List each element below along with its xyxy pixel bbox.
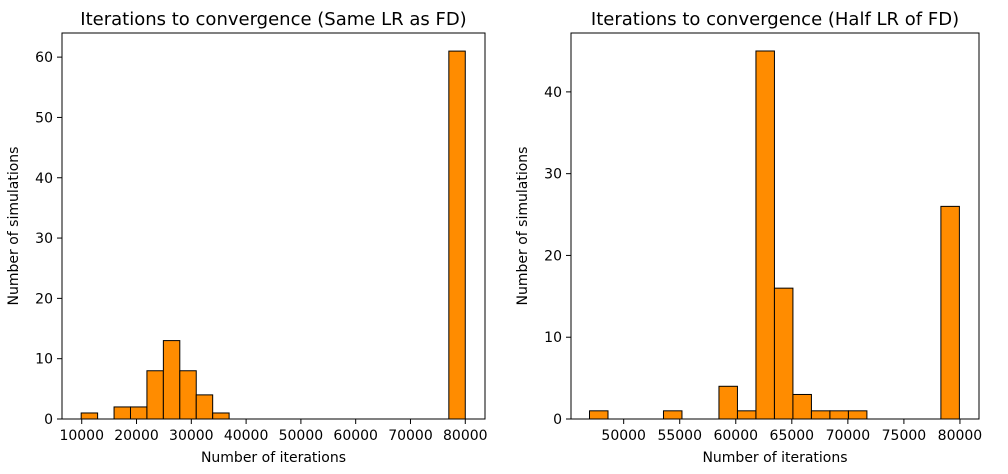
same-lr-bar bbox=[162, 340, 181, 420]
half-lr-x-axis-label: Number of iterations bbox=[702, 450, 847, 466]
half-lr-y-tick-label: 30 bbox=[544, 167, 562, 183]
half-lr-x-tick-label: 80000 bbox=[938, 428, 983, 444]
same-lr-bar bbox=[179, 370, 197, 420]
histogram-half-lr: 50000 55000 60000 65000 70000 75000 80000 0 10 20… bbox=[515, 9, 982, 466]
half-lr-bar bbox=[662, 410, 683, 420]
half-lr-y-tick-label: 20 bbox=[544, 248, 562, 264]
half-lr-bar bbox=[588, 410, 609, 420]
half-lr-bar bbox=[792, 393, 812, 420]
half-lr-y-axis-label: Number of simulations bbox=[515, 147, 531, 306]
half-lr-x-tick-label: 60000 bbox=[713, 428, 758, 444]
half-lr-y-tick-label: 0 bbox=[553, 412, 562, 428]
same-lr-x-tick-label: 60000 bbox=[333, 428, 378, 444]
half-lr-bar bbox=[847, 410, 868, 420]
half-lr-x-tick-label: 70000 bbox=[826, 428, 871, 444]
half-lr-plot-frame bbox=[570, 32, 980, 420]
same-lr-x-tick-label: 50000 bbox=[279, 428, 324, 444]
half-lr-bar bbox=[773, 287, 794, 420]
same-lr-bar bbox=[80, 412, 99, 420]
same-lr-bar bbox=[448, 50, 466, 420]
same-lr-x-tick-label: 20000 bbox=[114, 428, 159, 444]
same-lr-x-tick-label: 40000 bbox=[224, 428, 269, 444]
half-lr-bar bbox=[718, 385, 738, 420]
same-lr-y-axis-label: Number of simulations bbox=[6, 147, 22, 306]
half-lr-bar bbox=[736, 410, 757, 420]
half-lr-bar bbox=[755, 50, 775, 420]
half-lr-bar bbox=[810, 410, 831, 420]
same-lr-x-tick-label: 10000 bbox=[59, 428, 104, 444]
same-lr-bar bbox=[129, 406, 148, 420]
half-lr-y-tick-label: 10 bbox=[544, 330, 562, 346]
same-lr-bar bbox=[212, 412, 230, 420]
same-lr-chart-title: Iterations to convergence (Same LR as FD… bbox=[80, 9, 466, 30]
same-lr-y-tick-label: 20 bbox=[35, 291, 53, 307]
same-lr-x-tick-label: 30000 bbox=[169, 428, 214, 444]
same-lr-bar bbox=[195, 394, 214, 420]
half-lr-x-tick-label: 50000 bbox=[601, 428, 646, 444]
same-lr-y-tick-label: 50 bbox=[35, 110, 53, 126]
same-lr-y-tick-label: 0 bbox=[44, 412, 53, 428]
same-lr-y-tick-label: 40 bbox=[35, 171, 53, 187]
same-lr-bar bbox=[113, 406, 131, 420]
same-lr-y-tick-label: 10 bbox=[35, 352, 53, 368]
same-lr-y-tick-label: 30 bbox=[35, 231, 53, 247]
same-lr-x-tick-label: 70000 bbox=[388, 428, 433, 444]
same-lr-bar bbox=[146, 370, 164, 420]
same-lr-x-tick-label: 80000 bbox=[443, 428, 488, 444]
half-lr-y-tick-label: 40 bbox=[544, 85, 562, 101]
half-lr-bar bbox=[940, 205, 960, 420]
half-lr-x-tick-label: 55000 bbox=[657, 428, 702, 444]
half-lr-chart-title: Iterations to convergence (Half LR of FD… bbox=[591, 9, 959, 30]
half-lr-x-tick-label: 65000 bbox=[770, 428, 815, 444]
histogram-same-lr: 10000 20000 30000 40000 50000 60000 70000 80000… bbox=[6, 9, 488, 466]
same-lr-x-axis-label: Number of iterations bbox=[201, 450, 346, 466]
half-lr-x-tick-label: 75000 bbox=[882, 428, 927, 444]
same-lr-plot-frame bbox=[61, 32, 486, 420]
same-lr-y-tick-label: 60 bbox=[35, 50, 53, 66]
half-lr-bar bbox=[829, 410, 849, 420]
